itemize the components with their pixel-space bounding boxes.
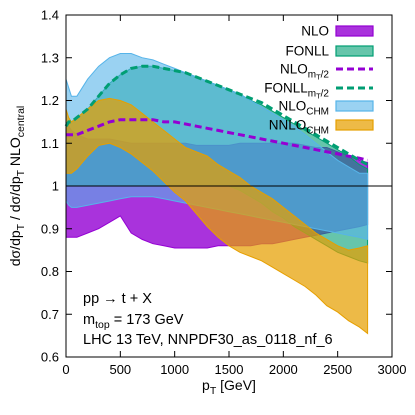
- legend-item: FONLLmT/2: [264, 81, 373, 101]
- bands-layer: [65, 53, 369, 335]
- annotation-line: pp → t + X: [83, 291, 152, 307]
- y-tick-label: 0.6: [41, 350, 59, 365]
- legend-swatch: [335, 45, 374, 57]
- legend-label: NNLOCHM: [269, 118, 329, 137]
- band-nlo-chm: [65, 53, 369, 241]
- legend-swatch: [335, 25, 374, 37]
- axis-ticks: 0 500 1000 1500 2000 2500 3000 0.6 0.7 0.8 0.9 1 1.1…: [41, 8, 407, 378]
- legend-item: NLOmT/2: [280, 62, 373, 82]
- legend-label: FONLLmT/2: [264, 81, 329, 101]
- dashed-line-nlo-mt/2: [66, 118, 368, 162]
- x-tick-label: 0: [62, 362, 69, 377]
- x-tick-label: 500: [109, 362, 131, 377]
- y-tick-label: 1.3: [41, 50, 59, 65]
- legend-swatch: [335, 119, 374, 131]
- y-tick-label: 0.9: [41, 221, 59, 236]
- annotation-line: LHC 13 TeV, NNPDF30_as_0118_nf_6: [83, 332, 333, 348]
- x-tick-label: 1500: [215, 362, 244, 377]
- x-tick-label: 1000: [160, 362, 189, 377]
- dashed-line-fonll-mt/2: [64, 64, 369, 166]
- legend-item: FONLL: [285, 44, 374, 59]
- axis-titles: pT [GeV] dσ/dpT​ / dσ/dpT​ NLOcentral​: [7, 106, 256, 397]
- legend-item: NNLOCHM: [269, 118, 374, 137]
- x-axis-title: pT [GeV]: [202, 377, 256, 397]
- y-tick-label: 1.2: [41, 93, 59, 108]
- dashed-lines-layer: [64, 64, 369, 166]
- annotation-line: mtop​ = 173 GeV: [83, 312, 184, 331]
- x-tick-label: 2000: [269, 362, 298, 377]
- legend-label: FONLL: [285, 44, 329, 59]
- x-tick-label: 3000: [378, 362, 407, 377]
- legend-label: NLOmT/2: [280, 62, 329, 82]
- x-tick-label: 2500: [323, 362, 352, 377]
- band-nnlo-chm: [65, 97, 369, 335]
- legend-label: NLO: [301, 24, 329, 39]
- y-axis-title: dσ/dpT​ / dσ/dpT​ NLOcentral​: [7, 106, 27, 267]
- y-tick-label: 0.7: [41, 307, 59, 322]
- y-tick-label: 1.1: [41, 136, 59, 151]
- legend-swatch: [335, 100, 374, 112]
- legend-label: NLOCHM: [278, 99, 329, 118]
- legend-item: NLOCHM: [278, 99, 374, 118]
- y-tick-label: 1: [52, 179, 59, 194]
- y-tick-label: 1.4: [41, 8, 59, 23]
- legend-item: NLO: [301, 24, 374, 39]
- y-tick-label: 0.8: [41, 264, 59, 279]
